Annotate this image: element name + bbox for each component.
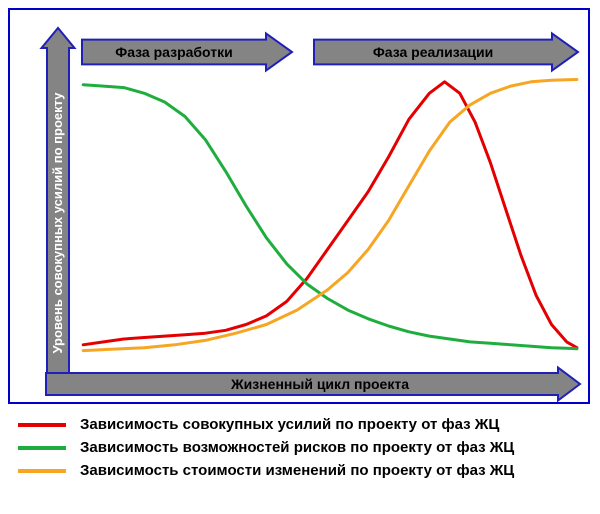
legend: Зависимость совокупных усилий по проекту…	[18, 416, 578, 485]
legend-row-effort: Зависимость совокупных усилий по проекту…	[18, 416, 578, 433]
legend-row-risk: Зависимость возможностей рисков по проек…	[18, 439, 578, 456]
series-cost_of_change	[83, 80, 577, 351]
legend-label-risk: Зависимость возможностей рисков по проек…	[80, 439, 514, 456]
phase-arrow-label-1: Фаза реализации	[373, 44, 493, 60]
legend-swatch-effort	[18, 423, 66, 427]
legend-swatch-risk	[18, 446, 66, 450]
legend-swatch-cost	[18, 469, 66, 473]
legend-label-effort: Зависимость совокупных усилий по проекту…	[80, 416, 499, 433]
series-effort	[83, 82, 577, 348]
phase-arrow-label-0: Фаза разработки	[115, 44, 232, 60]
plot-frame: Фаза разработки Фаза реализации Уровень со…	[8, 8, 590, 404]
y-axis-label: Уровень совокупных усилий по проекту	[50, 92, 65, 354]
x-axis-label: Жизненный цикл проекта	[230, 376, 409, 392]
legend-label-cost: Зависимость стоимости изменений по проек…	[80, 462, 514, 479]
series-risk_opportunity	[83, 85, 577, 349]
plot-svg: Фаза разработки Фаза реализации Уровень со…	[10, 10, 592, 406]
legend-row-cost: Зависимость стоимости изменений по проек…	[18, 462, 578, 479]
